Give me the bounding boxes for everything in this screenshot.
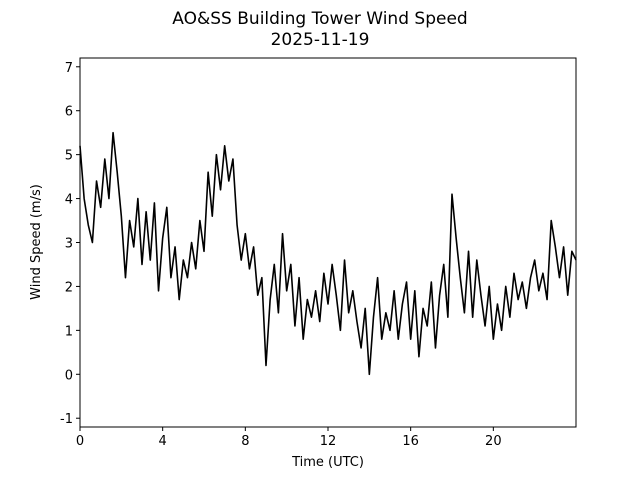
y-axis-label: Wind Speed (m/s) (29, 184, 44, 300)
y-tick-label: 5 (65, 149, 73, 164)
line (79, 131, 577, 376)
plot-frame (79, 57, 577, 428)
y-tick-label: 1 (65, 324, 73, 339)
x-tick-label: 20 (485, 434, 502, 449)
y-tick-label: 4 (65, 193, 73, 208)
x-tick-label: 0 (76, 434, 84, 449)
y-tick-label: 3 (65, 237, 73, 252)
chart-title: AO&SS Building Tower Wind Speed (172, 9, 467, 29)
y-tick-label: 0 (65, 368, 73, 383)
x-tick-label: 16 (402, 434, 419, 449)
y-tick-label: 6 (65, 105, 73, 120)
chart-subtitle: 2025-11-19 (271, 30, 370, 50)
y-tick-label: 2 (65, 280, 73, 295)
x-tick-label: 8 (241, 434, 249, 449)
y-tick-label: -1 (60, 412, 73, 427)
x-tick-label: 4 (159, 434, 167, 449)
y-tick-label: 7 (65, 61, 73, 76)
x-axis-label: Time (UTC) (291, 455, 364, 470)
x-tick-label: 12 (320, 434, 337, 449)
